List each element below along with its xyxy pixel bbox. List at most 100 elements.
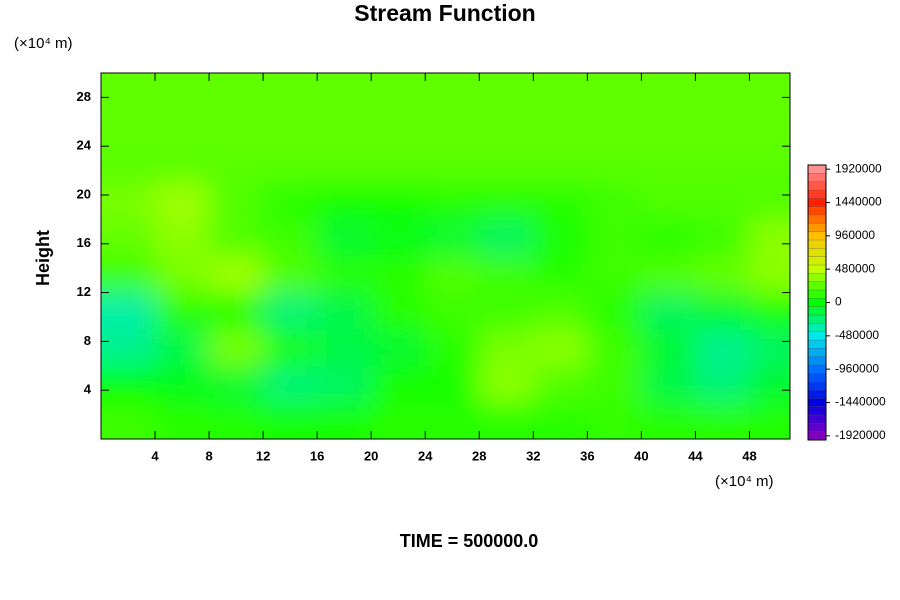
field-cell xyxy=(695,402,750,439)
field-cell xyxy=(155,182,210,220)
field-cell xyxy=(209,182,264,220)
colorbar-tick-label: -480000 xyxy=(835,328,879,342)
field-cell xyxy=(317,402,372,439)
field-cell xyxy=(587,73,642,111)
field-cell xyxy=(317,329,372,367)
x-tick-label: 24 xyxy=(418,448,433,463)
colorbar-tick-label: 0 xyxy=(835,295,842,309)
footer: TIME = 500000.0 xyxy=(400,531,539,551)
colorbar-band xyxy=(807,214,827,224)
field-cell xyxy=(533,256,588,294)
field-cell xyxy=(749,256,790,294)
field-cell xyxy=(695,256,750,294)
field-cell xyxy=(155,73,210,111)
field-cell xyxy=(425,256,480,294)
field-cell xyxy=(209,329,264,367)
field-cell xyxy=(587,329,642,367)
field-cell xyxy=(263,73,318,111)
field-cell xyxy=(155,256,210,294)
field-cell xyxy=(425,73,480,111)
field-cell xyxy=(749,73,790,111)
colorbar-band xyxy=(807,164,827,174)
x-tick-label: 28 xyxy=(472,448,486,463)
colorbar-band xyxy=(807,339,827,349)
field-cell xyxy=(749,365,790,403)
colorbar-band xyxy=(807,256,827,266)
colorbar-band xyxy=(807,239,827,249)
field-cell xyxy=(749,329,790,367)
field-cell xyxy=(587,146,642,184)
field-cell xyxy=(695,219,750,257)
field-cell xyxy=(641,219,696,257)
field-cell xyxy=(479,182,534,220)
colorbar-tick-label: -960000 xyxy=(835,361,879,375)
field-cell xyxy=(533,146,588,184)
colorbar-band xyxy=(807,431,827,441)
colorbar-band xyxy=(807,173,827,183)
field-cell xyxy=(263,109,318,147)
field-cell xyxy=(371,292,426,330)
colorbar-band xyxy=(807,331,827,341)
field-cell xyxy=(533,219,588,257)
field-cell xyxy=(209,365,264,403)
y-tick-label: 20 xyxy=(77,186,91,201)
field-cell xyxy=(371,109,426,147)
field-cell xyxy=(263,182,318,220)
field-cell xyxy=(101,182,156,220)
field-cell xyxy=(101,402,156,439)
field-cell xyxy=(371,182,426,220)
field-cell xyxy=(155,146,210,184)
colorbar-tick-label: 1920000 xyxy=(835,161,882,175)
field-cell xyxy=(263,256,318,294)
field-cell xyxy=(263,292,318,330)
field-cell xyxy=(371,329,426,367)
field-cell xyxy=(695,292,750,330)
field-cell xyxy=(317,109,372,147)
field-cell xyxy=(479,73,534,111)
field-cell xyxy=(533,292,588,330)
field-cell xyxy=(587,109,642,147)
field-cell xyxy=(425,182,480,220)
x-tick-label: 48 xyxy=(742,448,756,463)
field-cell xyxy=(317,146,372,184)
y-tick-label: 24 xyxy=(77,138,92,153)
colorbar-band xyxy=(807,181,827,191)
field-cell xyxy=(749,146,790,184)
field-cell xyxy=(263,365,318,403)
field-cell xyxy=(101,365,156,403)
colorbar-band xyxy=(807,206,827,216)
field-cell xyxy=(479,365,534,403)
x-tick-label: 32 xyxy=(526,448,540,463)
field-cell xyxy=(317,365,372,403)
field-cell xyxy=(101,109,156,147)
y-tick-label: 12 xyxy=(77,284,91,299)
field-cell xyxy=(371,402,426,439)
colorbar-band xyxy=(807,356,827,366)
colorbar-band xyxy=(807,298,827,308)
field-cell xyxy=(101,292,156,330)
colorbar-band xyxy=(807,231,827,241)
field-cell xyxy=(155,402,210,439)
field-cell xyxy=(155,365,210,403)
field-cell xyxy=(695,182,750,220)
field-cell xyxy=(479,109,534,147)
colorbar-band xyxy=(807,373,827,383)
field-cell xyxy=(209,219,264,257)
field-cell xyxy=(695,146,750,184)
x-tick-label: 36 xyxy=(580,448,594,463)
field-cell xyxy=(695,109,750,147)
colorbar-tick-label: 480000 xyxy=(835,261,875,275)
field-cells xyxy=(101,73,790,439)
field-cell xyxy=(317,292,372,330)
field-cell xyxy=(641,292,696,330)
field-cell xyxy=(155,109,210,147)
field-cell xyxy=(749,292,790,330)
field-cell xyxy=(425,402,480,439)
field-cell xyxy=(317,256,372,294)
field-cell xyxy=(533,182,588,220)
field-cell xyxy=(263,219,318,257)
field-cell xyxy=(587,365,642,403)
field-cell xyxy=(641,109,696,147)
field-cell xyxy=(425,365,480,403)
colorbar-band xyxy=(807,264,827,274)
